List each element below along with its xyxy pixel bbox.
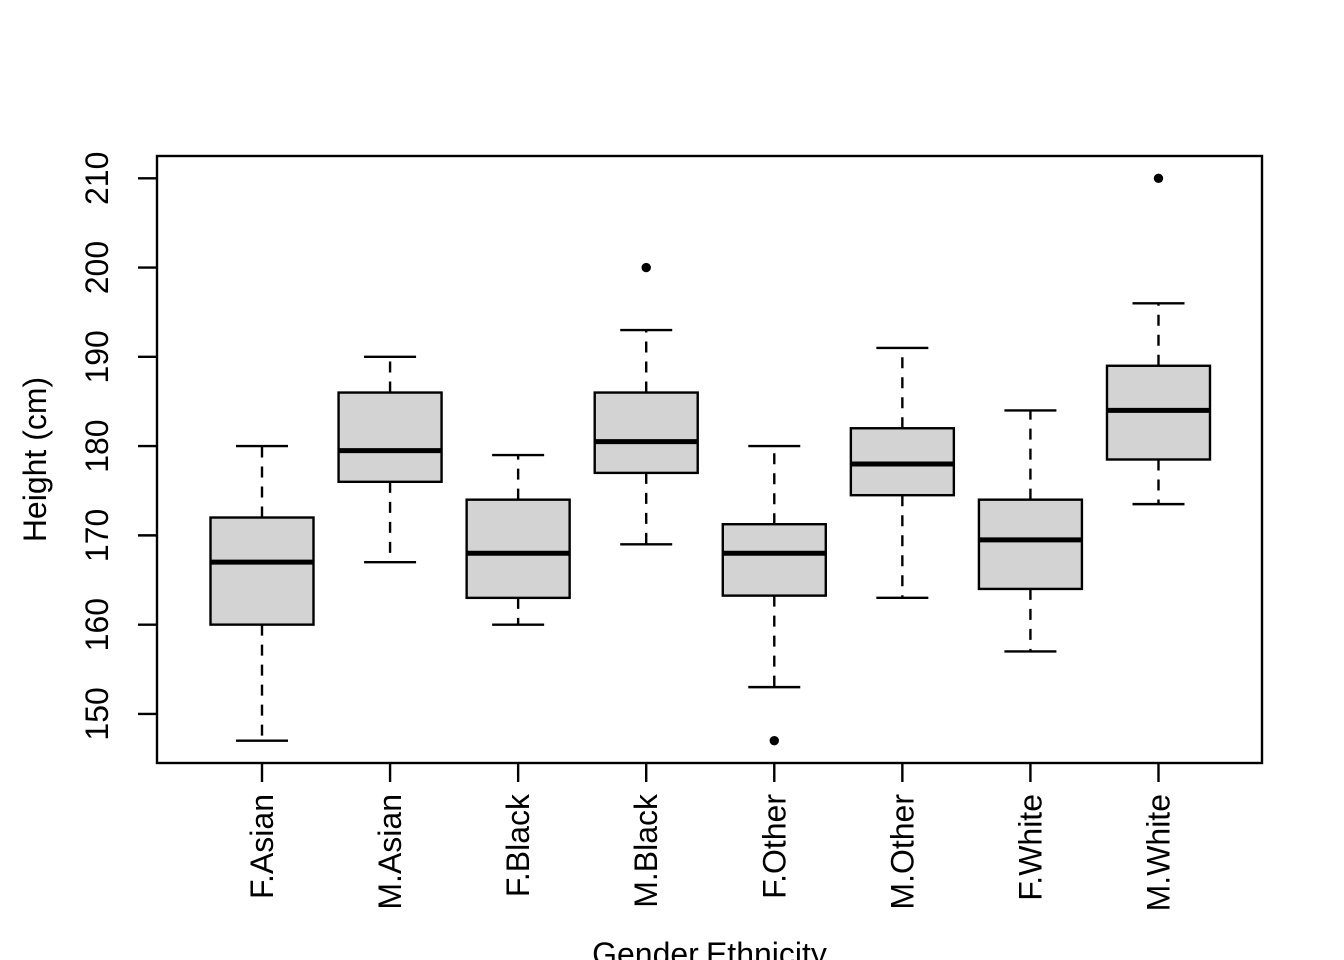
x-tick-label: F.Asian (244, 794, 280, 899)
outlier-point (1153, 173, 1164, 184)
iqr-box (593, 391, 699, 475)
iqr-box (465, 498, 571, 600)
iqr-box (721, 523, 827, 597)
x-tick-label: M.Asian (372, 794, 408, 910)
x-tick-label: F.Black (500, 793, 536, 897)
box-group-f-black (465, 453, 571, 626)
box-group-m-other (849, 346, 956, 600)
y-tick-label: 190 (79, 330, 115, 383)
x-axis-title: Gender.Ethnicity (592, 936, 827, 960)
y-axis-title: Height (cm) (17, 377, 53, 542)
y-tick-label: 170 (79, 509, 115, 562)
y-tick-label: 180 (79, 419, 115, 472)
x-tick-label: F.Other (756, 794, 792, 899)
iqr-box (977, 498, 1084, 591)
box-group-m-black (593, 262, 699, 546)
y-tick-label: 150 (79, 687, 115, 740)
box-group-m-asian (337, 355, 443, 564)
y-tick-label: 200 (79, 241, 115, 294)
box-group-f-white (977, 409, 1084, 653)
outlier-point (769, 735, 779, 746)
y-tick-label: 160 (79, 598, 115, 651)
iqr-box (209, 516, 315, 626)
y-tick-label: 210 (79, 152, 115, 205)
y-axis: 150 160 170 180 190 200 210 (79, 152, 157, 741)
box-group-f-asian (209, 444, 315, 742)
iqr-box (337, 391, 443, 484)
outlier-point (641, 262, 651, 273)
x-axis: F.Asian M.Asian F.Black M.Black F.Other M.Oth… (244, 763, 1176, 911)
boxes-layer (209, 173, 1212, 746)
plot-frame (155, 154, 1264, 765)
x-tick-label: F.White (1012, 794, 1048, 901)
x-tick-label: M.Black (628, 793, 664, 908)
x-tick-label: M.Other (884, 794, 920, 910)
x-tick-label: M.White (1140, 794, 1176, 911)
box-group-m-white (1105, 173, 1212, 506)
box-group-f-other (721, 444, 827, 746)
